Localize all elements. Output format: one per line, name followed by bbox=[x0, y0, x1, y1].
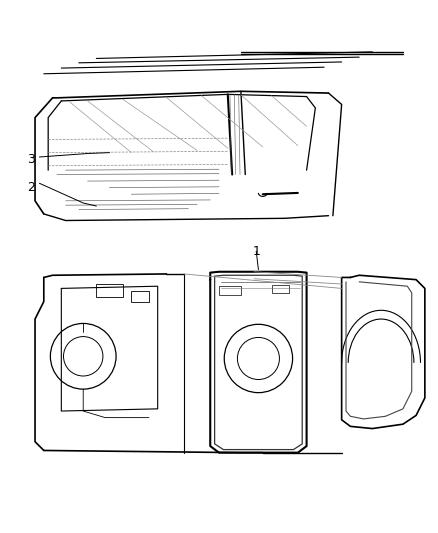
Bar bbox=[96, 284, 123, 297]
Bar bbox=[13, 52, 425, 266]
Bar bbox=[131, 290, 149, 302]
Bar bbox=[13, 271, 425, 481]
Text: 1: 1 bbox=[252, 245, 260, 257]
Bar bbox=[219, 286, 241, 295]
Text: 3: 3 bbox=[27, 152, 35, 166]
Text: 2: 2 bbox=[27, 181, 35, 194]
Bar bbox=[272, 285, 289, 293]
